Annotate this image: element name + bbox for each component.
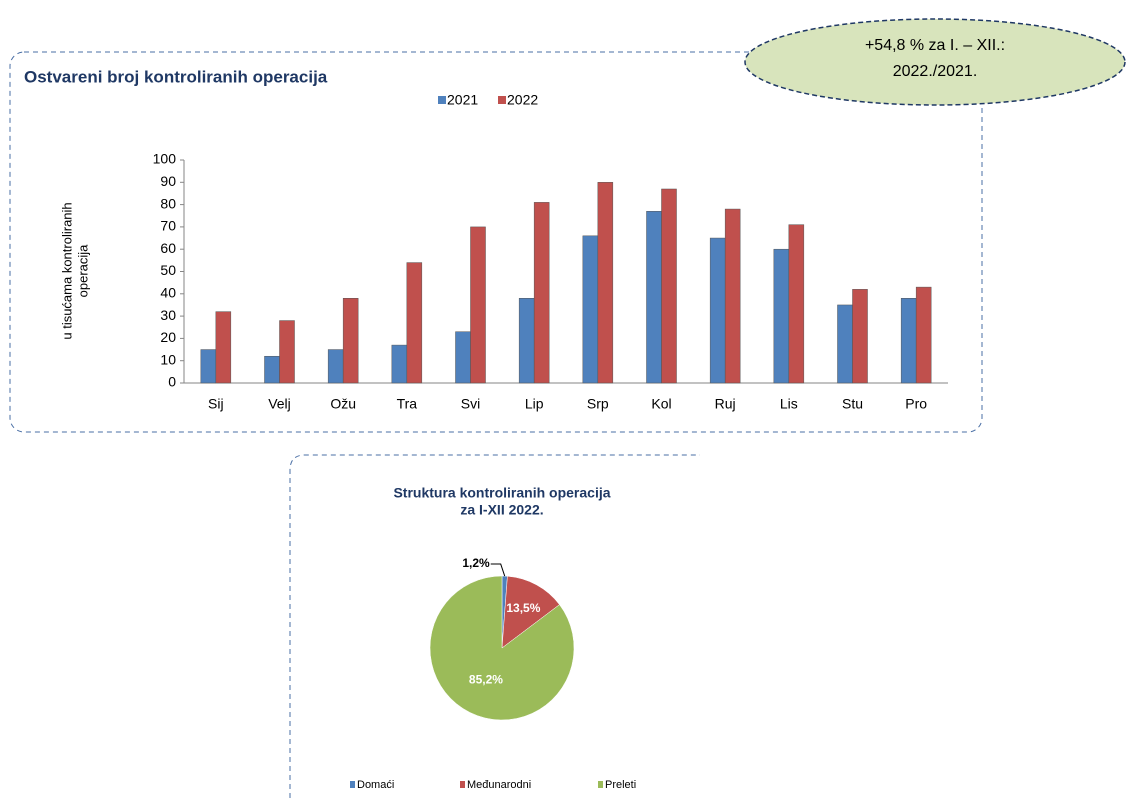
y-tick-label: 20 [160,329,176,345]
annotation-bubble [744,18,1126,106]
bar [470,226,486,384]
x-tick-label: Kol [651,396,671,412]
y-tick-label: 60 [160,240,176,256]
legend-label: Preleti [605,779,636,791]
legend-swatch [438,96,446,104]
y-tick-label: 10 [160,351,176,367]
y-tick-label: 80 [160,195,176,211]
bar [915,286,932,384]
bar [200,349,217,384]
annotation: +54,8 % za I. – XII.: [865,37,1005,54]
legend-swatch [598,781,603,788]
bar [597,182,614,384]
bar [455,331,471,384]
bar [518,298,535,384]
bar [215,311,232,384]
pie-title: Struktura kontroliranih operacija [393,485,610,501]
bar [788,224,805,384]
bar [852,289,868,384]
x-tick-label: Lis [780,396,798,412]
chart-title: Ostvareni broj kontroliranih operacija [24,67,328,86]
legend-swatch [350,781,355,788]
bar [661,188,677,384]
bar [773,248,790,384]
legend-label: Međunarodni [467,779,531,791]
x-tick-label: Stu [842,396,863,412]
bar [837,304,853,384]
legend-label: 2021 [447,92,478,108]
pie-title: za I-XII 2022. [460,502,543,518]
data-label: 13,5% [506,601,540,615]
annotation: 2022./2021. [893,63,978,80]
legend-swatch [498,96,506,104]
bar [391,344,408,384]
bar [646,211,662,384]
bar-frame [9,51,983,433]
bar [709,237,726,384]
bar [533,202,550,384]
y-tick-label: 0 [168,374,176,390]
y-axis-label: u tisućama kontroliranih [59,202,74,339]
x-tick-label: Tra [397,396,418,412]
data-label: 85,2% [469,672,503,686]
x-tick-label: Ožu [330,396,356,412]
x-tick-label: Ruj [715,396,736,412]
bar [264,355,280,384]
x-tick-label: Lip [525,396,544,412]
bar [327,349,344,384]
pie-slice [429,575,575,721]
y-tick-label: 40 [160,285,176,301]
pie-frame [289,454,700,798]
x-tick-label: Srp [587,396,609,412]
bar [406,262,423,384]
y-tick-label: 50 [160,262,176,278]
x-tick-label: Svi [461,396,480,412]
y-tick-label: 90 [160,173,176,189]
y-tick-label: 70 [160,218,176,234]
y-tick-label: 30 [160,307,176,323]
pie-slice [501,575,560,649]
x-tick-label: Pro [905,396,927,412]
legend-label: 2022 [507,92,538,108]
bar [724,208,741,384]
bar [279,320,295,384]
legend-swatch [460,781,465,788]
leader-line [490,563,506,577]
bar [342,298,359,384]
legend-label: Domaći [357,779,394,791]
data-label: 1,2% [462,556,490,570]
x-tick-label: Velj [268,396,291,412]
bar [582,235,599,384]
x-tick-label: Sij [208,396,224,412]
y-axis-label: operacija [75,244,90,298]
y-tick-label: 100 [153,151,177,167]
bar [900,298,917,384]
